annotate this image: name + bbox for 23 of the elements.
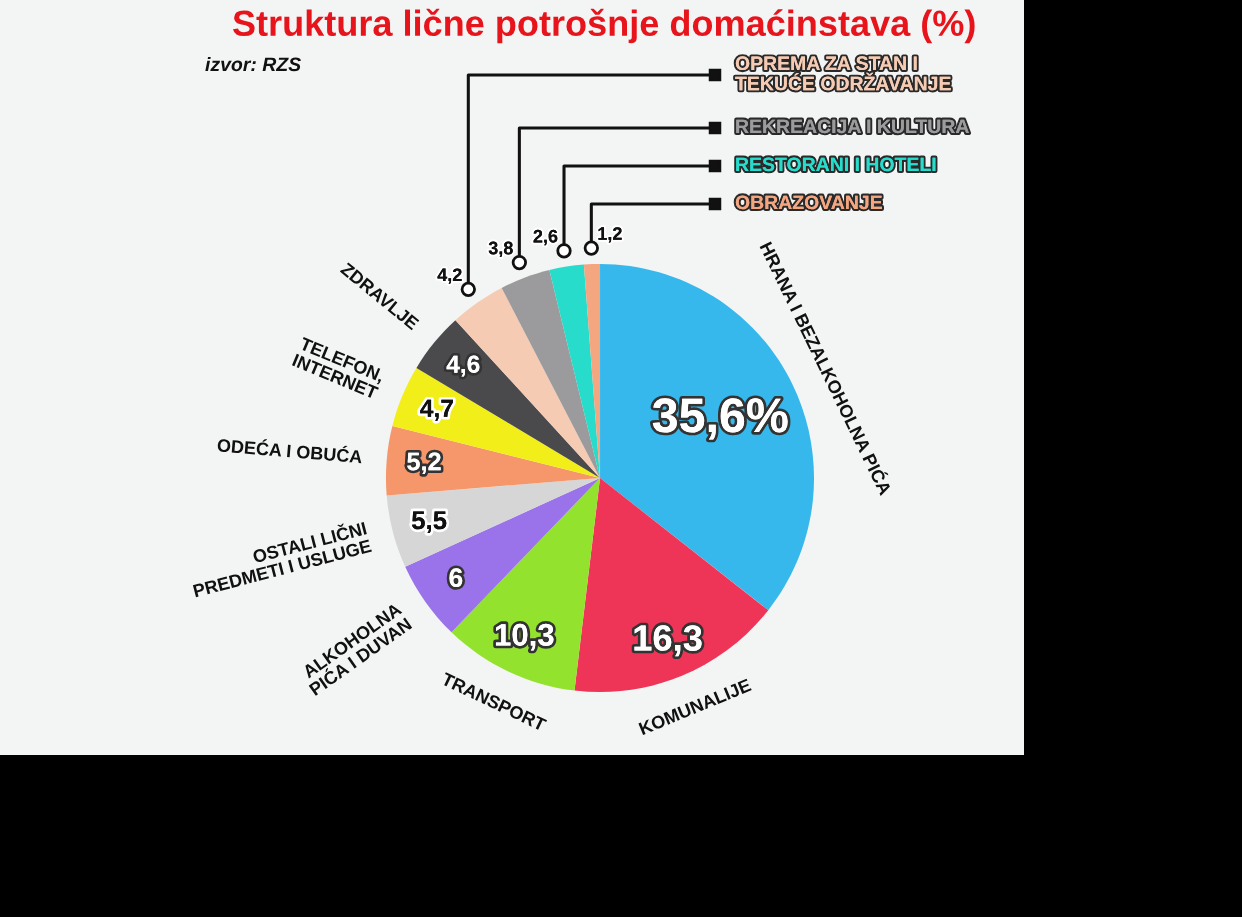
data-label: 10,3 xyxy=(495,623,554,651)
slice-label: RESTORANI I HOTELI xyxy=(736,157,936,172)
slice-label: REKREACIJA I KULTURA xyxy=(736,119,969,134)
data-label: 5,5 xyxy=(412,511,447,534)
pie-slice xyxy=(386,478,600,567)
pie-slice xyxy=(501,270,600,478)
pie-slice xyxy=(549,264,600,478)
data-label: 2,6 xyxy=(533,229,558,246)
slice-label: OBRAZOVANJE xyxy=(735,195,882,210)
slice-label: ODEĆA I OBUĆA xyxy=(217,435,363,464)
data-label: 4,2 xyxy=(437,268,462,284)
text: izvor: RZS xyxy=(205,56,301,72)
data-label: 1,2 xyxy=(598,227,622,243)
chart-title: Struktura lične potrošnje domaćinstava (%) xyxy=(232,8,975,44)
data-label: 3,8 xyxy=(488,241,513,258)
data-label: 6 xyxy=(449,568,463,588)
data-label: 4,6 xyxy=(446,355,480,377)
slice-label: OPREMA ZA STAN I TEKUĆE ODRŽAVANJE xyxy=(735,56,951,91)
data-label: 5,2 xyxy=(407,452,441,475)
data-label: 4,7 xyxy=(420,399,453,421)
data-label: 16,3 xyxy=(634,625,702,657)
data-label: 35,6% xyxy=(652,398,788,440)
pie-slice xyxy=(385,426,600,496)
